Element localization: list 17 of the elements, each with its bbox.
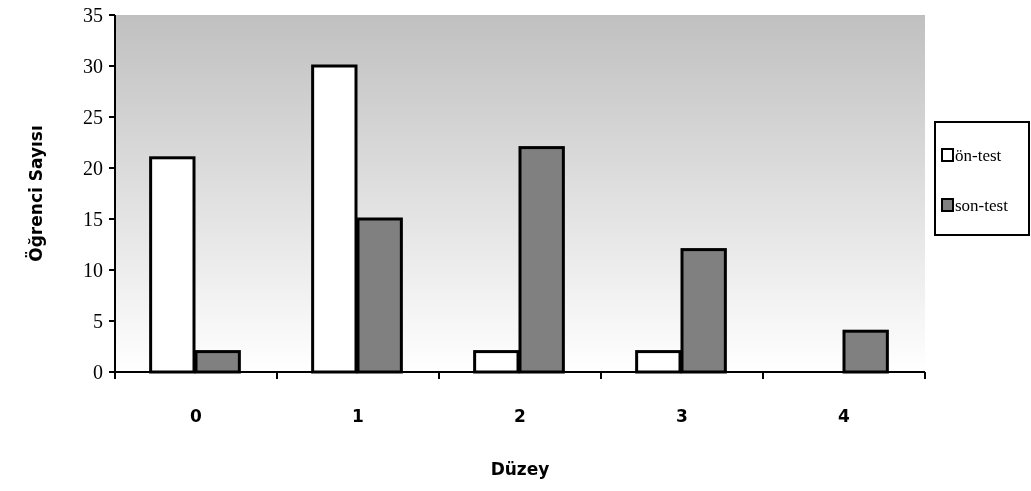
- y-tick-label: 5: [93, 310, 103, 332]
- x-tick-label: 4: [838, 406, 851, 426]
- x-tick-label: 0: [190, 406, 203, 426]
- x-tick-label: 3: [676, 406, 688, 426]
- x-axis-title: Düzey: [490, 459, 550, 479]
- legend-label: ön-test: [955, 145, 1002, 165]
- y-tick-label: 30: [83, 55, 103, 77]
- legend-label: son-test: [955, 195, 1009, 215]
- y-tick-label: 0: [93, 361, 103, 383]
- y-tick-label: 25: [83, 106, 103, 128]
- y-tick-label: 35: [83, 4, 103, 26]
- y-tick-label: 15: [83, 208, 103, 230]
- y-tick-label: 10: [83, 259, 103, 281]
- y-tick-label: 20: [83, 157, 103, 179]
- x-tick-label: 2: [514, 406, 526, 426]
- y-axis-title: Öğrenci Sayısı: [25, 125, 46, 262]
- x-tick-label: 1: [352, 406, 364, 426]
